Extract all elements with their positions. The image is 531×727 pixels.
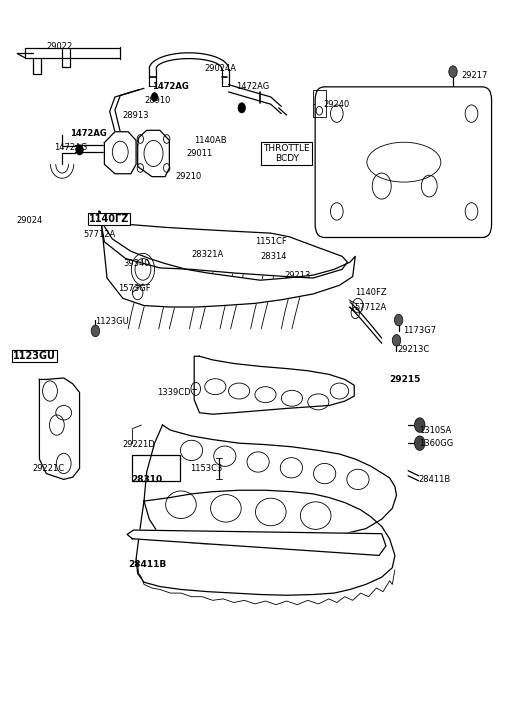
Text: 57712A: 57712A bbox=[83, 230, 116, 239]
Text: 1573GF: 1573GF bbox=[117, 284, 150, 294]
Text: 29022: 29022 bbox=[46, 41, 73, 51]
Text: 29210: 29210 bbox=[176, 172, 202, 181]
Circle shape bbox=[238, 103, 245, 113]
Text: 28910: 28910 bbox=[144, 96, 170, 105]
Text: 28913: 28913 bbox=[123, 111, 149, 120]
Text: 29240: 29240 bbox=[323, 100, 350, 109]
Circle shape bbox=[76, 145, 83, 155]
Polygon shape bbox=[136, 490, 395, 595]
FancyBboxPatch shape bbox=[315, 87, 492, 238]
Text: 29213C: 29213C bbox=[398, 345, 430, 353]
Text: 29221C: 29221C bbox=[32, 464, 64, 473]
Text: 29221D: 29221D bbox=[123, 440, 156, 449]
Circle shape bbox=[151, 92, 158, 101]
Text: 29024: 29024 bbox=[16, 216, 42, 225]
Text: 29011: 29011 bbox=[186, 149, 212, 158]
Text: 1151CF: 1151CF bbox=[255, 237, 287, 246]
Text: THROTTLE
BCDY: THROTTLE BCDY bbox=[263, 144, 310, 163]
Text: 1472AG: 1472AG bbox=[236, 81, 270, 91]
Text: 1472AG: 1472AG bbox=[54, 143, 88, 152]
Text: 28411B: 28411B bbox=[418, 475, 451, 484]
Circle shape bbox=[415, 418, 425, 433]
Text: 1472AG: 1472AG bbox=[70, 129, 107, 137]
Text: 1140ΓZ: 1140ΓZ bbox=[89, 214, 129, 224]
Text: 1153C3: 1153C3 bbox=[191, 464, 223, 473]
Text: 39340: 39340 bbox=[123, 259, 149, 268]
Circle shape bbox=[91, 325, 100, 337]
Text: 28321A: 28321A bbox=[192, 250, 224, 260]
Polygon shape bbox=[194, 356, 354, 414]
Text: 29215: 29215 bbox=[390, 375, 421, 384]
Polygon shape bbox=[105, 132, 136, 174]
Text: 1140AB: 1140AB bbox=[194, 136, 227, 145]
Polygon shape bbox=[39, 378, 80, 479]
Text: 1123GU: 1123GU bbox=[13, 352, 53, 361]
Text: 1140FZ: 1140FZ bbox=[355, 288, 387, 297]
Text: 28310: 28310 bbox=[131, 475, 162, 484]
Polygon shape bbox=[127, 530, 386, 555]
Text: 1339CD: 1339CD bbox=[157, 388, 191, 397]
Text: 1140ΓZ: 1140ΓZ bbox=[89, 216, 126, 225]
Text: 1360GG: 1360GG bbox=[418, 438, 453, 448]
Text: 28314: 28314 bbox=[260, 252, 287, 261]
Circle shape bbox=[415, 436, 425, 451]
Text: 1310SA: 1310SA bbox=[418, 425, 451, 435]
Text: 29024A: 29024A bbox=[205, 63, 237, 73]
Text: 28411B: 28411B bbox=[128, 561, 166, 569]
Circle shape bbox=[392, 334, 401, 346]
Bar bbox=[132, 456, 180, 481]
Text: 1173G7: 1173G7 bbox=[403, 326, 436, 335]
Text: 1123GU: 1123GU bbox=[96, 317, 129, 326]
Polygon shape bbox=[99, 212, 347, 278]
Text: 1123GU: 1123GU bbox=[13, 351, 56, 361]
Polygon shape bbox=[144, 425, 397, 545]
Circle shape bbox=[449, 66, 457, 78]
Text: 29213: 29213 bbox=[284, 270, 310, 280]
Text: 57712A: 57712A bbox=[354, 302, 387, 311]
Polygon shape bbox=[138, 130, 169, 177]
Bar bbox=[313, 89, 326, 117]
Polygon shape bbox=[99, 212, 355, 307]
Text: 29217: 29217 bbox=[461, 71, 487, 80]
Circle shape bbox=[395, 314, 403, 326]
Text: 1472AG: 1472AG bbox=[152, 81, 189, 91]
